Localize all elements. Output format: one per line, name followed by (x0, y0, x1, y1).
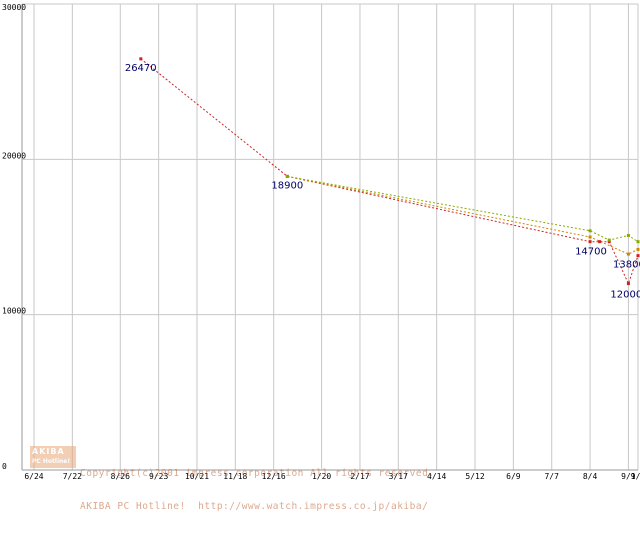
x-tick-label: 7/7 (544, 472, 559, 480)
x-tick-label: 4/14 (427, 472, 446, 480)
series-line-1 (140, 58, 639, 285)
data-label: 12000 (610, 290, 640, 301)
x-tick-label: 3/17 (389, 472, 408, 480)
x-tick-label: 12/16 (262, 472, 286, 480)
akiba-logo: AKIBA PC Hotline! (30, 446, 76, 468)
x-tick-label: 9/1 (621, 472, 636, 480)
y-tick-label: 10000 (2, 307, 26, 316)
x-tick-labels: 6/24 7/22 8/26 9/23 10/21 11/18 12/16 1/20 2/17 3… (24, 472, 640, 480)
logo-line1: AKIBA (32, 447, 65, 456)
points-group (139, 57, 640, 286)
x-tick-label: 5/12 (465, 472, 484, 480)
data-label: 26470 (125, 63, 157, 74)
data-labels-group: 26470 18900 14700 12000 13800 (125, 63, 640, 301)
data-point (626, 282, 630, 286)
y-tick-label: 30000 (2, 3, 26, 12)
data-point (607, 240, 611, 244)
data-point (636, 254, 640, 258)
data-point (626, 233, 630, 237)
logo-line2: PC Hotline! (32, 458, 71, 465)
copyright-line: Copyright(c)2001 impress corporation All… (80, 468, 435, 479)
watermark-text: Copyright(c)2001 impress corporation All… (80, 446, 435, 534)
x-tick-label: 7/22 (63, 472, 82, 480)
data-point (588, 229, 592, 233)
series-line-3 (287, 175, 639, 243)
data-point (588, 240, 592, 244)
x-tick-label: 11/18 (223, 472, 247, 480)
data-label: 13800 (613, 260, 640, 271)
x-tick-label: 1/20 (312, 472, 331, 480)
url-line: AKIBA PC Hotline! http://www.watch.impre… (80, 501, 429, 512)
price-chart: 26470 18900 14700 12000 13800 6/24 7/22 8/26 9/… (2, 3, 640, 480)
x-tick-label: 2/17 (350, 472, 369, 480)
data-point (139, 57, 143, 61)
x-tick-label: 8/26 (111, 472, 130, 480)
x-tick-label: 9/8 (631, 472, 640, 480)
copyright-watermark: AKIBA PC Hotline! Copyright(c)2001 impre… (30, 446, 435, 512)
y-tick-labels: 30000 20000 10000 0 (2, 3, 26, 471)
x-tick-label: 10/21 (185, 472, 209, 480)
data-label: 18900 (271, 180, 303, 191)
axes (21, 4, 638, 471)
data-point (636, 247, 640, 251)
data-point (607, 238, 611, 242)
x-tick-label: 6/24 (24, 472, 43, 480)
data-point (285, 174, 289, 178)
data-point (626, 252, 630, 256)
grid-lines (22, 3, 639, 471)
data-point (588, 235, 592, 239)
x-tick-label: 8/4 (583, 472, 598, 480)
x-tick-label: 9/23 (149, 472, 168, 480)
x-tick-label: 6/9 (506, 472, 521, 480)
y-tick-label: 20000 (2, 151, 26, 160)
series-group (140, 58, 639, 285)
data-point (598, 240, 602, 244)
y-tick-label: 0 (2, 462, 7, 471)
data-label: 14700 (575, 247, 607, 258)
data-point (636, 240, 640, 244)
series-line-2 (287, 175, 639, 255)
